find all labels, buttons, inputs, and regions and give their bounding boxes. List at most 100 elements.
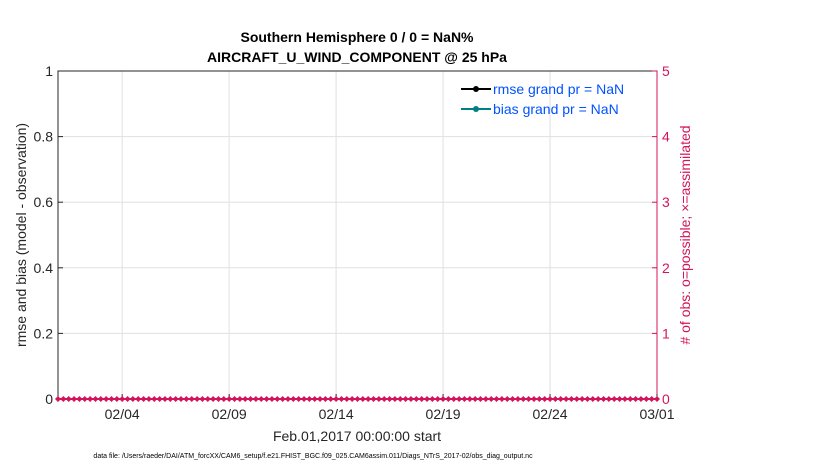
obs-count-marker — [504, 396, 511, 402]
y-tick-label: 0.8 — [34, 129, 54, 145]
obs-count-marker — [440, 396, 447, 402]
obs-count-marker — [520, 396, 527, 402]
y2-tick-label: 0 — [662, 391, 670, 407]
x-tick-label: 02/14 — [319, 406, 354, 422]
obs-count-marker — [632, 396, 639, 402]
obs-count-marker — [547, 396, 554, 402]
y-tick-label: 0.4 — [34, 260, 54, 276]
obs-count-marker — [55, 396, 61, 402]
obs-count-marker — [589, 396, 596, 402]
obs-count-marker — [573, 396, 580, 402]
obs-count-marker — [397, 396, 404, 402]
obs-count-marker — [231, 396, 238, 402]
obs-count-marker — [584, 396, 591, 402]
obs-count-marker — [124, 396, 131, 402]
obs-count-marker — [178, 396, 185, 402]
x-tick-label: 02/04 — [105, 406, 140, 422]
obs-count-marker — [76, 396, 83, 402]
obs-count-marker — [333, 396, 340, 402]
obs-count-marker — [552, 396, 559, 402]
obs-count-marker — [637, 396, 644, 402]
obs-count-marker — [108, 396, 115, 402]
obs-count-marker — [172, 396, 179, 402]
obs-count-marker — [268, 396, 275, 402]
obs-count-marker — [92, 396, 99, 402]
obs-count-marker — [349, 396, 356, 402]
obs-count-marker — [236, 396, 243, 402]
obs-count-marker — [354, 396, 361, 402]
obs-count-marker — [87, 396, 94, 402]
obs-count-marker — [488, 396, 495, 402]
obs-count-marker — [466, 396, 473, 402]
obs-count-marker — [461, 396, 468, 402]
obs-count-marker — [493, 396, 500, 402]
obs-count-marker — [643, 396, 650, 402]
obs-count-marker — [600, 396, 607, 402]
obs-count-marker — [429, 396, 436, 402]
obs-count-marker — [386, 396, 393, 402]
y-axis-label: rmse and bias (model - observation) — [13, 123, 29, 347]
obs-count-marker — [263, 396, 270, 402]
obs-count-marker — [317, 396, 324, 402]
legend: rmse grand pr = NaN bias grand pr = NaN — [461, 81, 624, 117]
obs-count-series — [55, 396, 660, 402]
obs-count-marker — [472, 396, 479, 402]
y2-tick-label: 3 — [662, 194, 670, 210]
obs-count-marker — [258, 396, 265, 402]
obs-count-marker — [81, 396, 88, 402]
chart-title-line2: AIRCRAFT_U_WIND_COMPONENT @ 25 hPa — [207, 49, 507, 65]
obs-count-marker — [194, 396, 201, 402]
x-tick-label: 02/19 — [426, 406, 461, 422]
obs-count-marker — [156, 396, 163, 402]
obs-count-marker — [311, 396, 318, 402]
obs-count-marker — [65, 396, 72, 402]
obs-count-marker — [97, 396, 104, 402]
obs-count-marker — [242, 396, 249, 402]
x-tick-label: 03/01 — [639, 406, 674, 422]
obs-count-marker — [167, 396, 174, 402]
obs-count-marker — [381, 396, 388, 402]
obs-count-marker — [322, 396, 329, 402]
obs-count-marker — [525, 396, 532, 402]
obs-count-marker — [616, 396, 623, 402]
obs-count-marker — [327, 396, 334, 402]
chart-title-line1: Southern Hemisphere 0 / 0 = NaN% — [240, 29, 474, 45]
obs-count-marker — [407, 396, 414, 402]
obs-count-marker — [306, 396, 313, 402]
obs-count-marker — [135, 396, 142, 402]
y2-tick-label: 4 — [662, 129, 670, 145]
y2-tick-label: 1 — [662, 325, 670, 341]
obs-count-marker — [295, 396, 302, 402]
obs-count-marker — [338, 396, 345, 402]
legend-rmse-marker — [473, 86, 479, 92]
y-tick-label: 1 — [45, 63, 53, 79]
y-tick-label: 0.6 — [34, 194, 54, 210]
obs-count-marker — [402, 396, 409, 402]
obs-count-marker — [482, 396, 489, 402]
obs-count-marker — [204, 396, 211, 402]
obs-count-marker — [579, 396, 586, 402]
obs-count-marker — [391, 396, 398, 402]
obs-count-marker — [226, 396, 233, 402]
obs-count-marker — [530, 396, 537, 402]
obs-count-marker — [375, 396, 382, 402]
obs-count-marker — [151, 396, 158, 402]
obs-count-marker — [60, 396, 67, 402]
x-tick-label: 02/24 — [533, 406, 568, 422]
obs-count-marker — [290, 396, 297, 402]
obs-count-marker — [434, 396, 441, 402]
y2-tick-label: 2 — [662, 260, 670, 276]
obs-count-marker — [413, 396, 420, 402]
obs-count-marker — [252, 396, 259, 402]
obs-count-marker — [611, 396, 618, 402]
obs-count-marker — [557, 396, 564, 402]
obs-count-marker — [183, 396, 190, 402]
obs-count-marker — [563, 396, 570, 402]
obs-count-marker — [605, 396, 612, 402]
obs-count-marker — [450, 396, 457, 402]
y-tick-label: 0.2 — [34, 325, 54, 341]
obs-count-marker — [161, 396, 168, 402]
obs-count-marker — [103, 396, 110, 402]
y-tick-label: 0 — [45, 391, 53, 407]
